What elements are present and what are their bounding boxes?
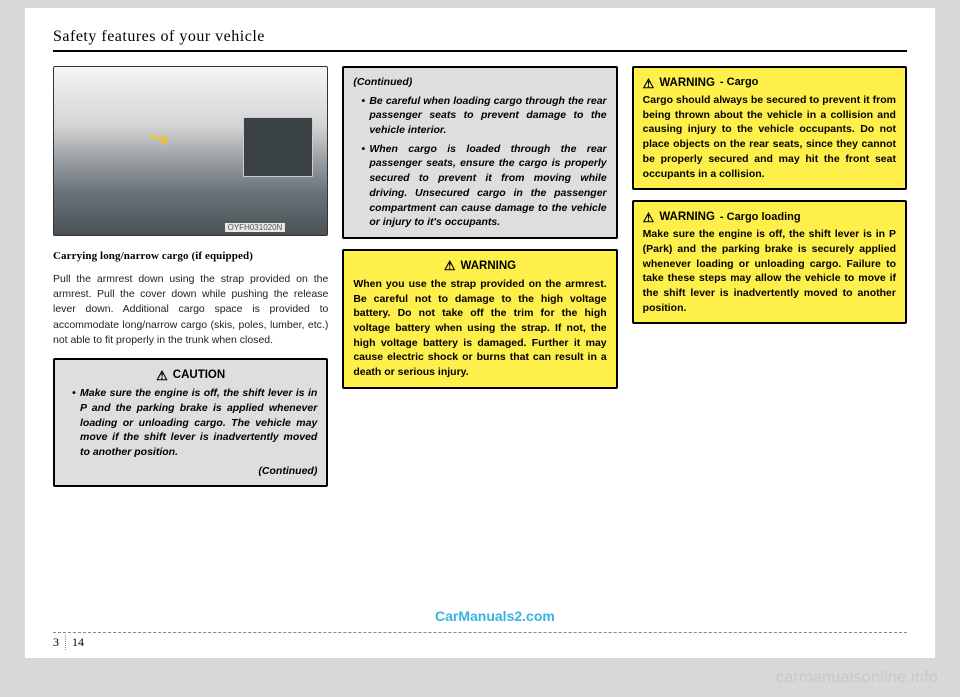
loading-warning-text: Make sure the engine is off, the shift l… <box>643 227 896 315</box>
caution-box: ⚠ CAUTION Make sure the engine is off, t… <box>53 358 328 487</box>
body-text: Pull the armrest down using the strap pr… <box>53 272 328 348</box>
caution-text: Make sure the engine is off, the shift l… <box>72 386 317 459</box>
column-3: ⚠ WARNING - Cargo Cargo should always be… <box>632 66 907 487</box>
strap-warning-text: When you use the strap provided on the a… <box>353 277 606 380</box>
watermark-carmanuals2: CarManuals2.com <box>435 608 555 624</box>
arrow-icon: ➘ <box>142 120 176 158</box>
caution-title: ⚠ CAUTION <box>64 367 317 383</box>
page-number: 14 <box>72 635 84 650</box>
content-columns: ➘ OYFH031020N Carrying long/narrow cargo… <box>53 66 907 487</box>
section-header: Safety features of your vehicle <box>53 28 907 52</box>
loading-warning-title: ⚠ WARNING - Cargo loading <box>643 209 896 225</box>
column-1: ➘ OYFH031020N Carrying long/narrow cargo… <box>53 66 328 487</box>
loading-warning-sub: - Cargo loading <box>720 210 801 225</box>
page-footer: 3 14 <box>53 632 907 650</box>
continued-heading: (Continued) <box>353 75 606 90</box>
caution-title-text: CAUTION <box>173 367 225 383</box>
cargo-warning-title: ⚠ WARNING - Cargo <box>643 75 896 91</box>
continued-box: (Continued) Be careful when loading carg… <box>342 66 617 239</box>
strap-warning-title: ⚠ WARNING <box>353 258 606 274</box>
chapter-number: 3 <box>53 635 66 650</box>
figure-inset <box>243 117 313 177</box>
cargo-warning-sub: - Cargo <box>720 75 759 90</box>
cargo-warning-box: ⚠ WARNING - Cargo Cargo should always be… <box>632 66 907 190</box>
column-2: (Continued) Be careful when loading carg… <box>342 66 617 487</box>
warning-icon: ⚠ <box>643 211 655 224</box>
continued-bullet-2: When cargo is loaded through the rear pa… <box>361 142 606 230</box>
warning-icon: ⚠ <box>643 77 655 90</box>
seat-figure: ➘ OYFH031020N <box>53 66 328 236</box>
manual-page: Safety features of your vehicle ➘ OYFH03… <box>25 8 935 658</box>
strap-warning-title-text: WARNING <box>461 258 517 274</box>
warning-icon: ⚠ <box>444 259 456 272</box>
cargo-warning-title-text: WARNING <box>659 75 715 91</box>
subheading: Carrying long/narrow cargo (if equipped) <box>53 250 328 262</box>
watermark-carmanualsonline: carmanualsonline.info <box>776 669 938 687</box>
loading-warning-box: ⚠ WARNING - Cargo loading Make sure the … <box>632 200 907 324</box>
strap-warning-box: ⚠ WARNING When you use the strap provide… <box>342 249 617 389</box>
continued-bullet-1: Be careful when loading cargo through th… <box>361 94 606 138</box>
caution-icon: ⚠ <box>156 369 168 382</box>
cargo-warning-text: Cargo should always be secured to preven… <box>643 93 896 181</box>
continued-label: (Continued) <box>64 464 317 479</box>
figure-code: OYFH031020N <box>225 223 286 232</box>
loading-warning-title-text: WARNING <box>659 209 715 225</box>
